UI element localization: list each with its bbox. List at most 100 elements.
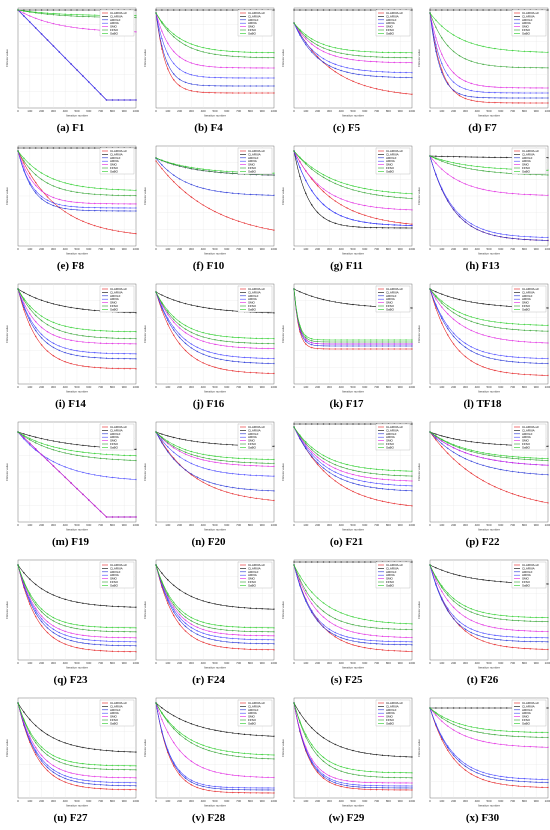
series-marker xyxy=(541,641,543,643)
series-marker xyxy=(23,580,25,583)
series-marker xyxy=(464,447,467,450)
y-axis-label: Fitness value xyxy=(281,49,285,67)
series-marker xyxy=(310,746,313,749)
series-marker xyxy=(17,150,19,152)
x-tick-label: 400 xyxy=(201,523,206,527)
series-marker xyxy=(17,431,19,433)
legend-entry: SaBO xyxy=(522,583,531,587)
series-marker xyxy=(482,479,484,482)
series-marker xyxy=(305,592,307,595)
series-marker xyxy=(369,467,372,470)
series-marker xyxy=(399,484,401,487)
series-marker xyxy=(99,93,102,95)
series-marker xyxy=(411,644,413,646)
x-tick-label: 400 xyxy=(339,247,344,251)
series-marker xyxy=(267,631,269,633)
caption-letter: (q) xyxy=(53,674,67,686)
series-marker xyxy=(458,37,461,40)
series-marker xyxy=(172,326,175,329)
series-marker xyxy=(117,342,120,345)
series-marker xyxy=(322,298,325,301)
series-marker xyxy=(208,634,210,636)
series-marker xyxy=(316,766,319,768)
series-marker xyxy=(34,147,37,149)
series-marker xyxy=(58,778,61,781)
series-marker xyxy=(352,623,354,626)
series-marker xyxy=(446,452,449,454)
series-marker xyxy=(23,433,25,435)
series-marker xyxy=(167,711,169,713)
series-marker xyxy=(334,480,337,482)
series-line-arivlf xyxy=(293,564,413,646)
series-marker xyxy=(105,458,108,460)
series-marker xyxy=(231,755,234,757)
series-line-ariva xyxy=(293,22,413,73)
x-tick-label: 700 xyxy=(98,523,103,527)
series-marker xyxy=(178,56,181,58)
series-marker xyxy=(202,441,204,444)
series-marker xyxy=(226,786,228,789)
series-marker xyxy=(547,445,549,447)
legend-entry: CLARIVA xyxy=(522,14,535,18)
x-tick-label: 200 xyxy=(451,523,456,527)
series-marker xyxy=(184,451,187,453)
series-marker xyxy=(105,640,108,642)
panel-caption: (n) F20 xyxy=(140,535,277,549)
series-marker xyxy=(482,636,484,638)
series-marker xyxy=(226,354,228,357)
series-marker xyxy=(178,9,181,11)
series-marker xyxy=(334,63,337,66)
series-marker xyxy=(202,481,204,484)
x-tick-label: 600 xyxy=(362,799,367,803)
legend-entry: CLARIVA xyxy=(248,566,261,570)
series-marker xyxy=(202,340,204,343)
legend-entry: CLARIVA xyxy=(522,152,535,156)
series-marker xyxy=(375,620,378,623)
x-tick-label: 700 xyxy=(236,799,241,803)
series-line-smo xyxy=(155,431,275,467)
series-marker xyxy=(88,767,90,769)
series-marker xyxy=(129,516,131,518)
series-marker xyxy=(310,727,313,729)
series-marker xyxy=(273,458,275,461)
series-marker xyxy=(399,224,401,226)
series-marker xyxy=(541,457,543,460)
series-marker xyxy=(494,485,496,488)
x-tick-label: 600 xyxy=(498,247,503,251)
series-marker xyxy=(488,156,490,158)
series-marker xyxy=(93,504,96,507)
series-marker xyxy=(267,85,269,87)
series-marker xyxy=(393,474,396,477)
series-marker xyxy=(93,639,96,642)
series-marker xyxy=(261,342,263,345)
series-marker xyxy=(500,778,502,780)
series-marker xyxy=(405,782,407,784)
series-marker xyxy=(547,731,549,734)
series-marker xyxy=(243,56,246,58)
series-line-clariva-lf xyxy=(155,431,275,501)
series-marker xyxy=(99,342,102,344)
series-marker xyxy=(505,707,508,709)
series-marker xyxy=(299,175,301,178)
series-marker xyxy=(547,87,549,89)
series-marker xyxy=(358,339,360,341)
series-marker xyxy=(405,489,407,492)
series-marker xyxy=(99,784,102,786)
x-tick-label: 800 xyxy=(248,523,253,527)
series-marker xyxy=(470,577,473,579)
series-marker xyxy=(458,764,461,766)
series-marker xyxy=(93,643,96,646)
series-marker xyxy=(352,58,354,61)
caption-function: F27 xyxy=(66,812,88,824)
series-marker xyxy=(111,367,114,370)
series-marker xyxy=(334,634,337,636)
series-marker xyxy=(70,362,72,365)
series-marker xyxy=(340,627,342,629)
series-marker xyxy=(334,763,337,766)
series-marker xyxy=(352,185,354,187)
series-marker xyxy=(123,626,125,629)
series-marker xyxy=(517,50,520,52)
series-marker xyxy=(358,788,360,790)
series-marker xyxy=(40,12,43,15)
series-marker xyxy=(123,776,125,779)
